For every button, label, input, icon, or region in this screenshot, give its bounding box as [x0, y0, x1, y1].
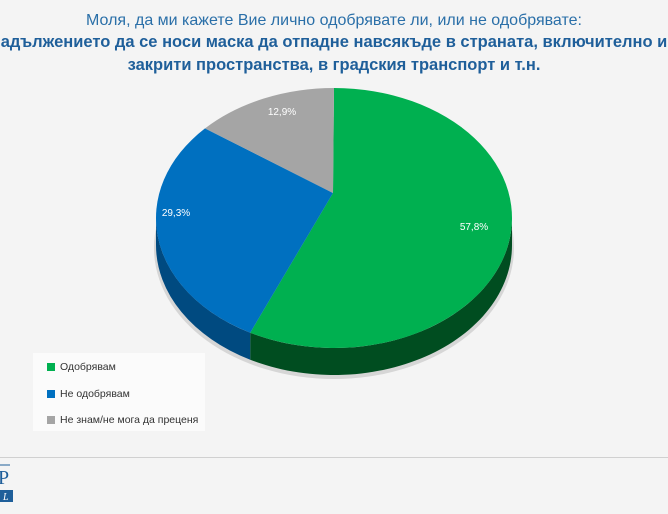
legend-label: Не одобрявам: [60, 388, 130, 400]
pie-side-0: [250, 218, 512, 375]
legend: Одобрявам Не одобрявам Не знам/не мога д…: [33, 353, 205, 431]
legend-swatch: [47, 390, 55, 398]
legend-item-disapprove: Не одобрявам: [47, 388, 130, 400]
legend-label: Не знам/не мога да преценя: [60, 414, 199, 426]
legend-item-approve: Одобрявам: [47, 361, 116, 373]
svg-text:L: L: [2, 492, 9, 503]
legend-swatch: [47, 416, 55, 424]
data-label-1: 29,3%: [162, 208, 190, 219]
divider: [0, 457, 668, 458]
legend-swatch: [47, 363, 55, 371]
legend-label: Одобрявам: [60, 361, 116, 373]
svg-text:P: P: [0, 467, 9, 489]
chart-title-line-2: закрити пространства, в градския транспо…: [127, 56, 541, 74]
pie-side-1: [156, 218, 251, 360]
pie-slice-1: [156, 128, 333, 333]
pie-slice-0: [250, 88, 513, 349]
company-logo: P L: [0, 464, 13, 503]
legend-item-dont-know: Не знам/не мога да преценя: [47, 414, 198, 426]
survey-question: Моля, да ми кажете Вие лично одобрявате …: [86, 12, 582, 29]
chart-title-line-1: адължението да се носи маска да отпадне …: [0, 33, 668, 51]
pie-slice-2: [205, 88, 334, 193]
data-label-2: 12,9%: [268, 107, 296, 118]
data-label-0: 57,8%: [460, 222, 488, 233]
